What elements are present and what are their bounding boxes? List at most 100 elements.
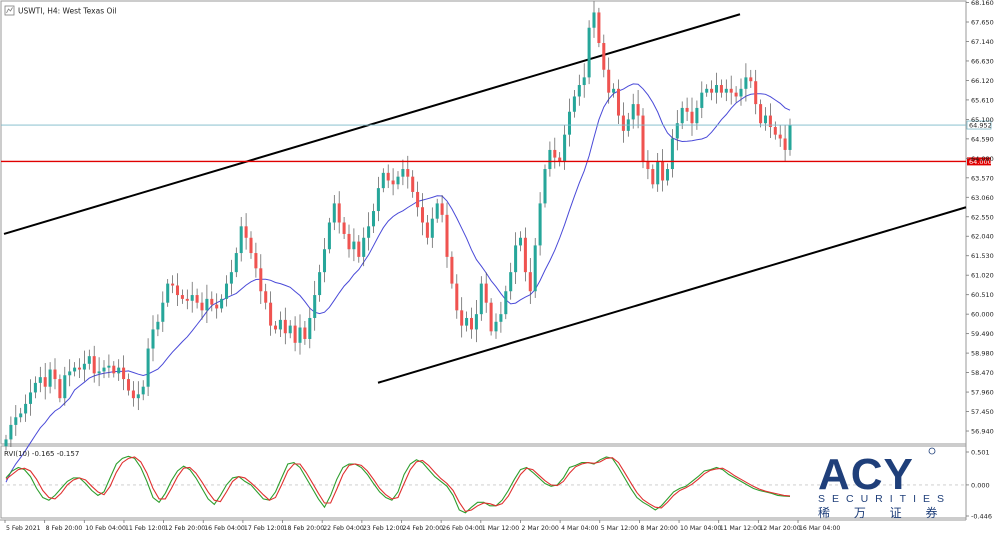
current-price-box <box>966 120 992 130</box>
candle-body <box>612 88 616 93</box>
candle-body <box>97 371 101 374</box>
candle-body <box>763 115 768 124</box>
price-tick-label: 65.610 <box>971 96 994 104</box>
candle-body <box>19 413 23 418</box>
candle-body <box>185 298 189 301</box>
price-tick-label: 60.510 <box>971 291 994 299</box>
candle-body <box>117 367 121 374</box>
rvi-tick-label: -0.446 <box>971 513 992 521</box>
candle-body <box>700 92 704 108</box>
candle-body <box>175 285 180 296</box>
channel-layer <box>3 13 967 384</box>
candle-body <box>754 81 758 105</box>
candle-body <box>298 327 302 343</box>
time-tick-label: 11 Mar 12:00 <box>720 525 761 532</box>
candle-body <box>278 319 282 330</box>
candle-body <box>190 295 194 301</box>
candle-body <box>146 348 150 387</box>
time-tick-label: 24 Feb 20:00 <box>403 525 444 532</box>
candle-body <box>499 314 503 322</box>
candle-body <box>680 107 684 124</box>
candle-body <box>465 317 469 326</box>
candle-body <box>4 439 8 447</box>
candle-body <box>484 283 488 303</box>
current-price-label: 64.952 <box>969 122 992 130</box>
candle-body <box>773 127 777 135</box>
price-tick-label: 62.040 <box>971 233 994 241</box>
candle-body <box>739 88 743 97</box>
time-tick-label: 5 Feb 2021 <box>6 525 41 532</box>
candle-body <box>234 253 238 273</box>
candle-body <box>239 226 243 254</box>
candle-body <box>553 149 557 158</box>
candle-body <box>489 302 493 332</box>
candle-body <box>651 169 655 185</box>
logo-subtitle: SECURITIES <box>818 493 951 505</box>
candle-body <box>597 12 601 44</box>
candle-body <box>73 367 77 372</box>
candle-body <box>548 149 552 170</box>
candle-body <box>621 115 625 131</box>
symbol-header: USWTI, H4: West Texas Oil <box>4 5 117 16</box>
channel-lower-line[interactable] <box>377 206 967 384</box>
candle-body <box>420 207 425 223</box>
candle-body <box>406 169 410 177</box>
rvi-signal-line <box>5 456 791 513</box>
candle-body <box>210 298 214 305</box>
candle-body <box>734 92 738 97</box>
candle-body <box>661 161 665 181</box>
candle-body <box>719 85 723 93</box>
candle-body <box>273 325 278 330</box>
price-tick-label: 61.020 <box>971 272 994 280</box>
candle-body <box>28 392 33 404</box>
candle-body <box>768 115 772 128</box>
candle-body <box>156 321 160 330</box>
time-tick-label: 10 Mar 04:00 <box>680 525 721 532</box>
time-tick-label: 2 Mar 20:00 <box>521 525 558 532</box>
candle-body <box>665 169 670 181</box>
price-tick-label: 58.470 <box>971 369 994 377</box>
logo-chinese: 稀 万 证 券 <box>818 505 947 520</box>
candle-body <box>455 283 459 311</box>
price-tick-label: 64.590 <box>971 135 994 143</box>
candle-body <box>195 295 199 303</box>
candle-body <box>749 77 753 82</box>
candle-body <box>450 256 454 284</box>
time-tick-label: 18 Feb 20:00 <box>284 525 325 532</box>
candle-body <box>224 283 229 299</box>
candle-body <box>616 88 621 116</box>
price-tick-label: 66.630 <box>971 57 994 65</box>
candle-body <box>396 176 400 185</box>
time-tick-label: 8 Feb 20:00 <box>46 525 83 532</box>
time-tick-label: 22 Feb 04:00 <box>323 525 364 532</box>
moving-average-layer <box>5 83 791 483</box>
symbol-label: USWTI, H4: West Texas Oil <box>18 7 117 16</box>
candle-body <box>788 125 792 150</box>
candle-body <box>523 237 527 273</box>
channel-upper-line[interactable] <box>3 13 741 235</box>
candle-body <box>259 268 263 292</box>
candle-body <box>494 321 498 332</box>
candle-body <box>107 365 111 368</box>
candle-body <box>48 369 52 387</box>
price-tick-label: 63.570 <box>971 174 994 182</box>
candle-body <box>161 302 165 322</box>
time-tick-label: 1 Mar 12:00 <box>482 525 519 532</box>
moving-average-line <box>5 83 791 483</box>
candle-body <box>744 77 748 89</box>
candle-body <box>33 382 37 393</box>
rvi-tick-label: 0.501 <box>971 449 990 457</box>
candle-body <box>43 377 47 387</box>
time-tick-label: 17 Feb 12:00 <box>244 525 285 532</box>
price-tick-label: 66.120 <box>971 77 994 85</box>
candle-body <box>102 367 106 372</box>
candle-body <box>347 233 351 250</box>
time-axis-labels: 5 Feb 2021 8 Feb 20:00 10 Feb 04:00 11 Feb … <box>4 520 840 532</box>
candle-body <box>367 226 371 238</box>
support-level-box <box>967 157 991 166</box>
candle-body <box>215 304 219 309</box>
candle-body <box>514 245 518 273</box>
candle-body <box>58 379 62 399</box>
candle-body <box>577 85 581 97</box>
